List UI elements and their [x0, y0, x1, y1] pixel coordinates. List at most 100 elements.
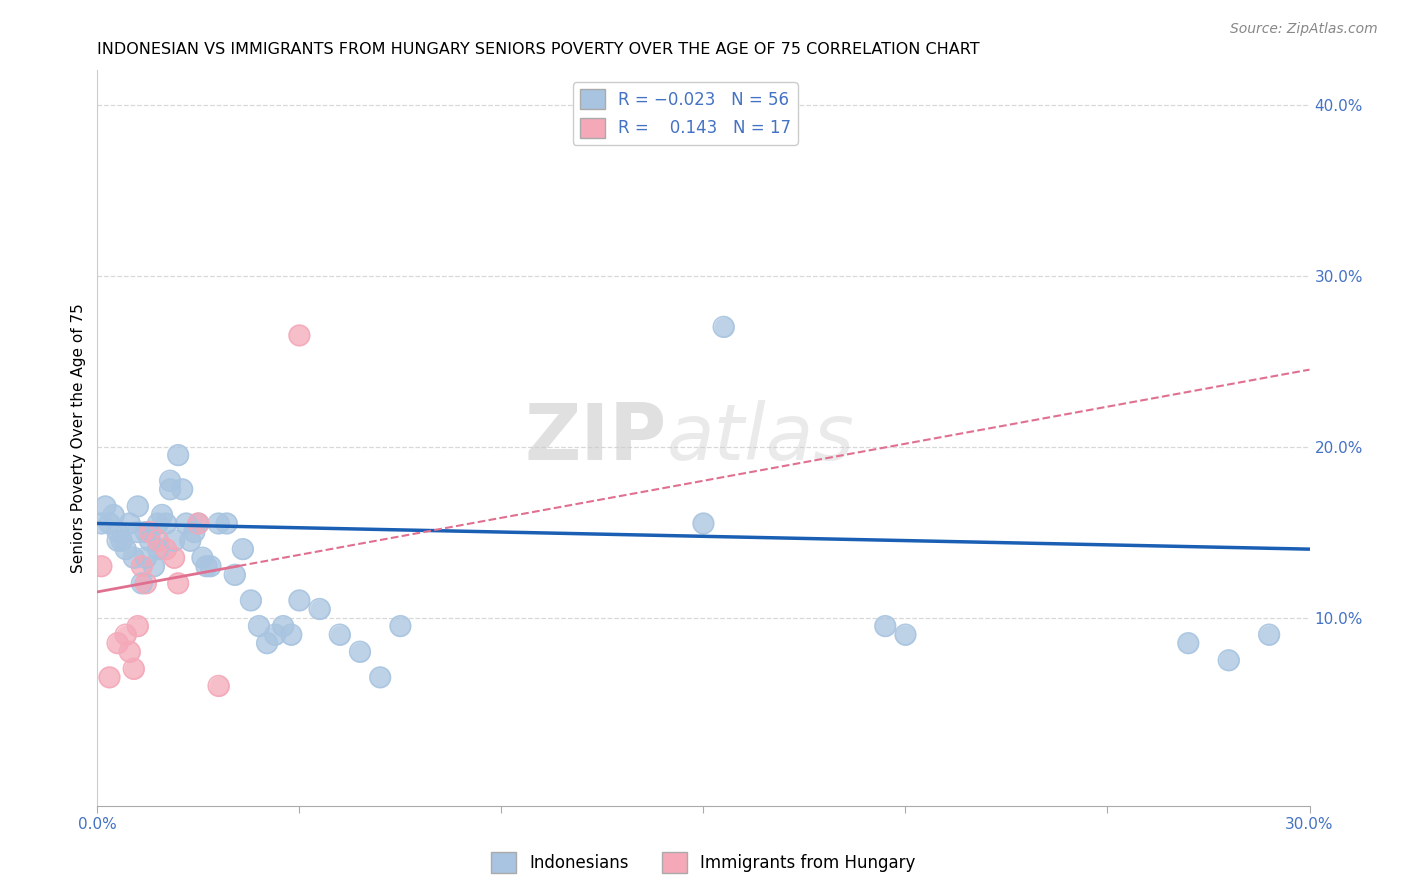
Point [139, 524, 162, 539]
Point [142, 559, 165, 574]
Point [142, 559, 165, 574]
Point [713, 319, 735, 334]
Point [90, 516, 112, 531]
Point [191, 550, 214, 565]
Point [98, 670, 121, 684]
Point [329, 627, 352, 641]
Point [98, 670, 121, 684]
Point [308, 602, 330, 616]
Point [139, 524, 162, 539]
Point [118, 645, 141, 659]
Point [98, 516, 121, 531]
Point [127, 524, 149, 539]
Point [271, 619, 294, 633]
Y-axis label: Seniors Poverty Over the Age of 75: Seniors Poverty Over the Age of 75 [72, 303, 86, 573]
Point [167, 576, 190, 591]
Point [110, 533, 132, 548]
Point [247, 619, 270, 633]
Point [107, 524, 129, 539]
Point [90, 559, 112, 574]
Point [107, 636, 129, 650]
Point [389, 619, 412, 633]
Point [103, 508, 125, 522]
Point [195, 559, 218, 574]
Point [308, 602, 330, 616]
Point [127, 500, 149, 514]
Point [155, 542, 177, 557]
Point [174, 516, 197, 531]
Point [118, 516, 141, 531]
Point [1258, 627, 1281, 641]
Point [131, 576, 153, 591]
Point [183, 524, 205, 539]
Point [110, 533, 132, 548]
Point [107, 533, 129, 548]
Point [875, 619, 897, 633]
Point [122, 662, 145, 676]
Point [692, 516, 714, 531]
Point [224, 567, 246, 582]
Point [288, 328, 311, 343]
Point [224, 567, 246, 582]
Point [131, 559, 153, 574]
Point [159, 474, 181, 488]
Point [247, 619, 270, 633]
Point [256, 636, 278, 650]
Point [94, 500, 117, 514]
Point [207, 516, 229, 531]
Point [389, 619, 412, 633]
Point [159, 483, 181, 497]
Point [179, 533, 201, 548]
Point [187, 516, 209, 531]
Point [159, 483, 181, 497]
Point [894, 627, 917, 641]
Point [288, 328, 311, 343]
Point [288, 593, 311, 607]
Point [155, 542, 177, 557]
Point [179, 533, 201, 548]
Point [1258, 627, 1281, 641]
Legend: Indonesians, Immigrants from Hungary: Indonesians, Immigrants from Hungary [484, 846, 922, 880]
Point [167, 448, 190, 462]
Point [207, 679, 229, 693]
Point [135, 576, 157, 591]
Point [191, 550, 214, 565]
Point [131, 576, 153, 591]
Point [1177, 636, 1199, 650]
Point [135, 576, 157, 591]
Text: INDONESIAN VS IMMIGRANTS FROM HUNGARY SENIORS POVERTY OVER THE AGE OF 75 CORRELA: INDONESIAN VS IMMIGRANTS FROM HUNGARY SE… [97, 42, 980, 57]
Point [207, 679, 229, 693]
Point [195, 559, 218, 574]
Point [200, 559, 222, 574]
Point [232, 542, 254, 557]
Point [114, 542, 136, 557]
Point [368, 670, 391, 684]
Point [256, 636, 278, 650]
Point [163, 533, 186, 548]
Point [349, 645, 371, 659]
Point [167, 576, 190, 591]
Point [894, 627, 917, 641]
Point [131, 559, 153, 574]
Point [163, 550, 186, 565]
Point [135, 550, 157, 565]
Point [163, 533, 186, 548]
Point [207, 516, 229, 531]
Point [349, 645, 371, 659]
Text: ZIP: ZIP [524, 400, 666, 476]
Point [107, 636, 129, 650]
Point [146, 533, 169, 548]
Point [127, 619, 149, 633]
Point [135, 524, 157, 539]
Point [127, 524, 149, 539]
Point [239, 593, 262, 607]
Point [155, 516, 177, 531]
Point [103, 508, 125, 522]
Point [187, 516, 209, 531]
Point [187, 516, 209, 531]
Point [155, 516, 177, 531]
Point [187, 516, 209, 531]
Point [122, 550, 145, 565]
Point [118, 516, 141, 531]
Point [280, 627, 302, 641]
